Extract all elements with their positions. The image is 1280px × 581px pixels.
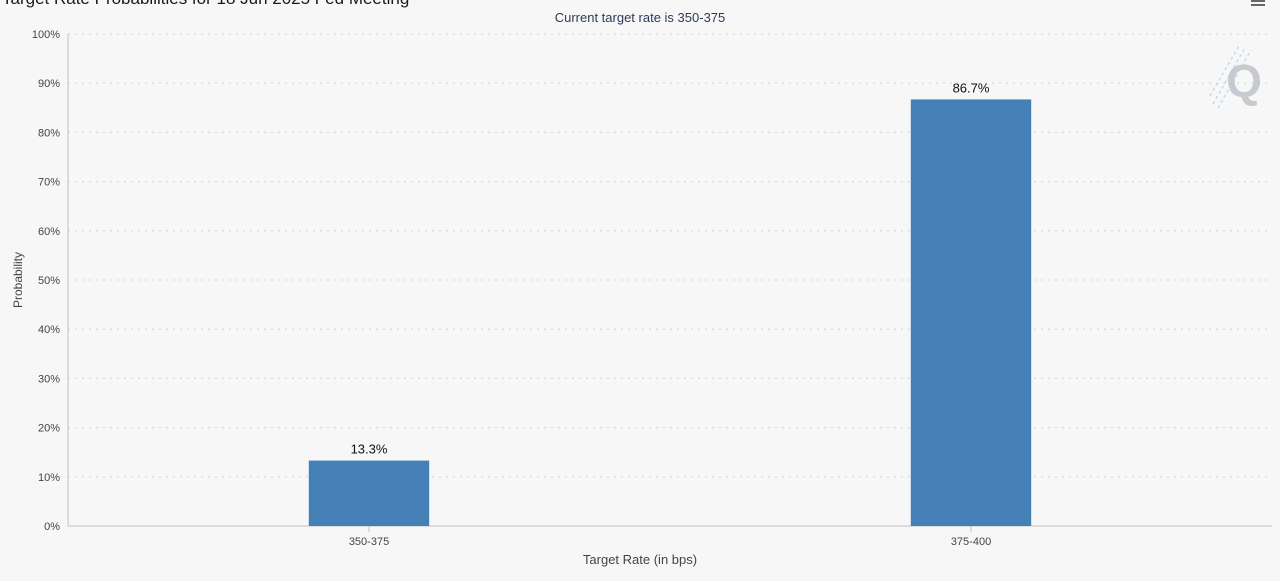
hamburger-menu-icon[interactable] — [1251, 0, 1265, 6]
y-tick-label: 60% — [38, 226, 60, 238]
q-logo-letter: Q — [1226, 55, 1262, 107]
y-tick-label: 0% — [44, 521, 60, 533]
data-label: 86.7% — [953, 80, 990, 95]
gridlines — [67, 33, 1272, 527]
chart-title: Target Rate Probabilities for 18 Jun 202… — [2, 0, 409, 9]
bar-375-400 — [910, 99, 1032, 526]
y-tick-labels: 0% 10% 20% 30% 40% 50% 60% 70% 80% 90% 100% — [32, 29, 60, 533]
y-tick-label: 40% — [38, 324, 60, 336]
x-tick-labels: 350-375 375-400 — [349, 526, 991, 548]
x-axis-label: Target Rate (in bps) — [582, 552, 698, 567]
bars: 13.3% 86.7% — [308, 80, 1032, 526]
y-tick-label: 50% — [38, 275, 60, 287]
y-tick-label: 100% — [32, 29, 60, 41]
menu-bar — [1251, 0, 1265, 2]
y-tick-label: 70% — [38, 177, 60, 189]
y-tick-label: 10% — [38, 472, 60, 484]
y-tick-label: 90% — [38, 78, 60, 90]
x-tick-label: 350-375 — [349, 536, 389, 548]
y-tick-label: 80% — [38, 127, 60, 139]
y-tick-label: 20% — [38, 423, 60, 435]
data-label: 13.3% — [351, 442, 388, 457]
y-tick-label: 30% — [38, 373, 60, 385]
x-tick-label: 375-400 — [951, 536, 991, 548]
q-logo-icon: Q — [1209, 43, 1262, 109]
bar-350-375 — [308, 460, 430, 526]
chart-subtitle: Current target rate is 350-375 — [554, 10, 726, 25]
menu-bar — [1251, 4, 1265, 6]
